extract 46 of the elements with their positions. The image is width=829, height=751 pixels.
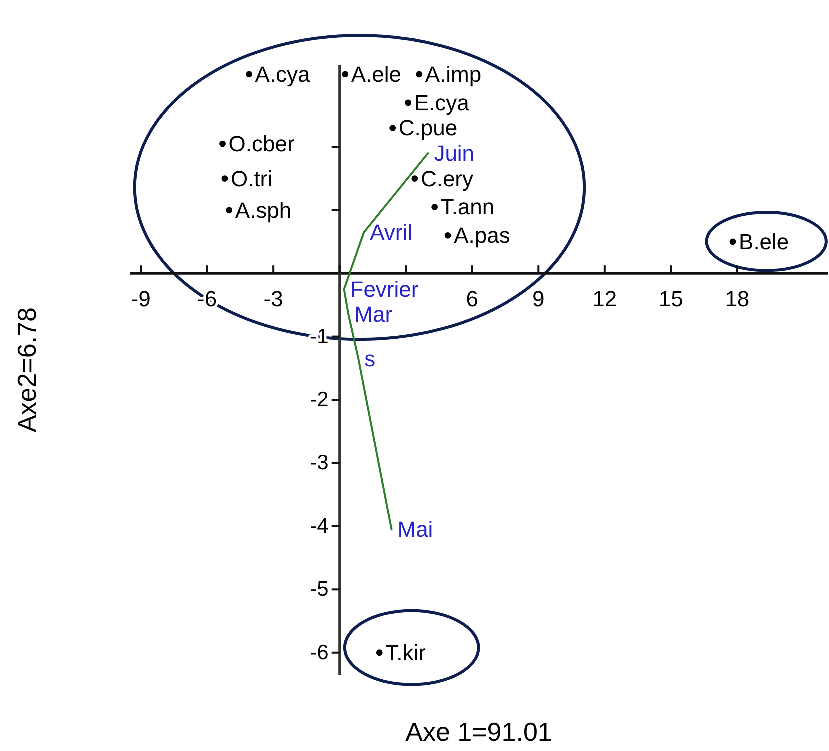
annotation: Mar [354,302,393,328]
annotation: B.ele [739,229,790,254]
y-tick-label: -5 [310,578,329,602]
point [226,207,233,214]
annotation: Mai [398,517,434,542]
x-tick-label: -9 [131,286,151,312]
x-tick-label: 9 [532,286,545,312]
annotation: A.imp [425,62,482,87]
point [432,204,438,210]
annotation: T.ann [440,194,495,220]
point [416,71,423,78]
annotation: A.ele [351,62,402,87]
point [246,71,252,78]
point [412,176,418,182]
x-tick-label: 12 [592,286,618,312]
point [222,176,228,182]
annotation: O.cber [228,132,295,157]
annotation: C.ery [420,166,474,192]
y-tick-label: -2 [310,388,329,412]
point [405,100,412,106]
annotation: A.sph [235,198,292,223]
annotation: s [364,346,376,372]
annotation: O.tri [230,166,273,192]
point [730,238,736,246]
annotation: Fevrier [350,276,419,302]
point [390,125,396,132]
annotation: A.pas [454,223,510,248]
x-tick-label: 18 [725,286,750,312]
y-tick-label: -4 [310,514,330,538]
annotation: Juin [434,140,475,166]
annotation: T.kir [386,640,426,666]
annotation: E.cya [414,90,470,116]
annotation: C.pue [398,116,458,141]
y-tick-label: -3 [310,452,329,475]
annotation: A.cya [255,62,312,87]
y-axis-title: Axe2=6.78 [12,307,42,433]
x-tick-label: -3 [264,286,284,312]
x-tick-label: 6 [466,286,478,312]
point [342,71,349,78]
point [444,232,452,239]
x-axis-title: Axe 1=91.01 [406,717,552,747]
point [220,140,226,148]
point [376,650,383,656]
x-tick-label: 15 [658,286,684,312]
y-tick-label: -6 [310,641,329,664]
annotation: Avril [370,220,413,246]
